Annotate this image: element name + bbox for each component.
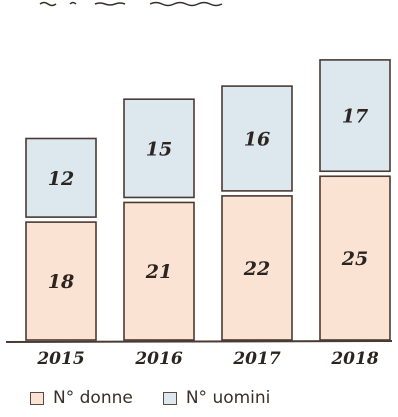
x-tick-2015: 2015 [36, 349, 84, 369]
x-tick-2018: 2018 [330, 349, 378, 369]
bar-uomini-2015 [25, 137, 97, 218]
legend-item-uomini: N° uomini [162, 388, 271, 408]
legend-label-donne: N° donne [53, 388, 133, 408]
label-uomini-2015: 12 [48, 168, 74, 190]
bar-donne-2017 [221, 195, 293, 341]
x-axis-line [5, 340, 393, 343]
label-donne-2016: 21 [145, 261, 172, 283]
legend-swatch-donne [30, 391, 44, 405]
chart-legend: N° donne N° uomini [30, 388, 270, 408]
label-donne-2018: 25 [341, 248, 368, 270]
bar-donne-2015 [25, 221, 97, 341]
bar-donne-2016 [123, 201, 195, 341]
x-tick-2017: 2017 [232, 349, 280, 369]
bar-uomini-2018 [319, 59, 391, 173]
label-uomini-2017: 16 [244, 129, 270, 151]
legend-item-donne: N° donne [30, 388, 133, 408]
legend-label-uomini: N° uomini [185, 388, 271, 408]
legend-swatch-uomini [162, 391, 177, 405]
label-donne-2017: 22 [243, 258, 270, 280]
x-tick-2016: 2016 [134, 349, 182, 369]
bar-donne-2018 [319, 175, 391, 341]
label-uomini-2018: 17 [342, 106, 368, 128]
label-uomini-2016: 15 [146, 138, 172, 160]
label-donne-2015: 18 [48, 271, 74, 293]
cropped-title-fragment [39, 1, 223, 7]
stacked-bar-chart: 18 12 2015 21 15 2016 22 16 2017 25 17 2018 [5, 59, 393, 369]
bar-uomini-2017 [221, 85, 293, 192]
bar-uomini-2016 [123, 98, 195, 199]
